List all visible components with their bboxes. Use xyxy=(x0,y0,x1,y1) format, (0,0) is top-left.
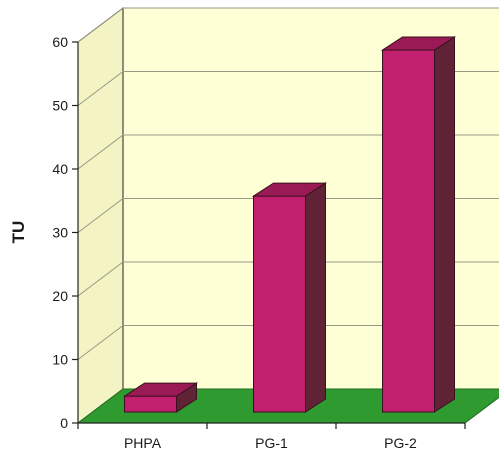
y-tick-label: 60 xyxy=(52,34,68,50)
gridline xyxy=(77,7,499,43)
y-tick-label: 10 xyxy=(52,352,68,368)
gridline xyxy=(77,71,499,106)
bar-side xyxy=(305,182,326,413)
y-tick-label: 0 xyxy=(60,415,68,431)
x-tick-label-pg-2: PG-2 xyxy=(384,435,417,451)
bar-phpa xyxy=(122,382,199,413)
x-tick-label-phpa: PHPA xyxy=(124,435,162,451)
bar-top xyxy=(380,36,457,51)
bar-front xyxy=(124,395,177,413)
y-tick-label: 30 xyxy=(52,225,68,241)
y-axis xyxy=(72,41,466,429)
bar-top xyxy=(251,182,328,197)
bars xyxy=(122,36,457,413)
bar-front xyxy=(253,195,306,413)
gridline xyxy=(77,198,499,233)
gridlines xyxy=(77,7,499,360)
y-axis-title: TU xyxy=(9,221,28,244)
x-tick-label-pg-1: PG-1 xyxy=(255,435,288,451)
x-tick-labels: PHPA PG-1 PG-2 xyxy=(124,435,417,451)
bar-pg-2 xyxy=(380,36,457,413)
y-tick-label: 20 xyxy=(52,288,68,304)
gridline xyxy=(77,325,499,360)
bar-pg-1 xyxy=(251,182,328,413)
gridline xyxy=(77,134,499,170)
bar-side xyxy=(434,36,455,413)
bar-front xyxy=(382,49,435,413)
y-tick-label: 50 xyxy=(52,98,68,114)
gridline xyxy=(77,261,499,297)
y-tick-label: 40 xyxy=(52,161,68,177)
y-tick-labels: 0 10 20 30 40 50 60 xyxy=(52,34,68,431)
bar-top xyxy=(122,382,199,397)
